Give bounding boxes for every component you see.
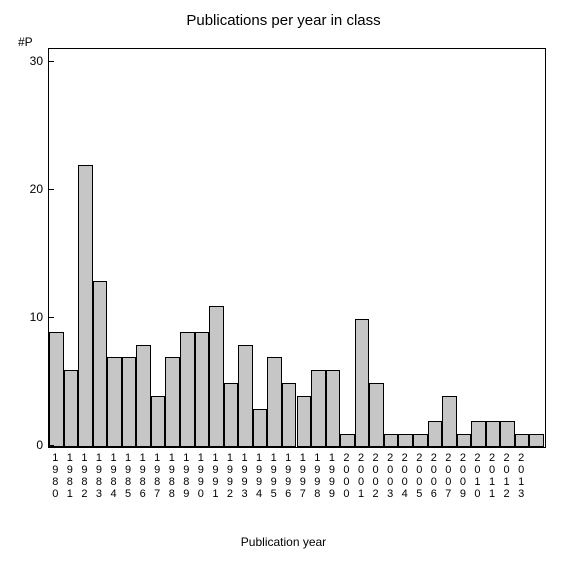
bar [355, 319, 370, 447]
bar [195, 332, 210, 447]
bar [224, 383, 239, 447]
y-tick-mark [48, 445, 54, 447]
bar [515, 434, 530, 447]
x-tick-label: 1987 [151, 452, 163, 500]
bar [471, 421, 486, 447]
bar [64, 370, 79, 447]
bar [340, 434, 355, 447]
x-tick-label: 2001 [355, 452, 367, 500]
x-tick-label: 2009 [457, 452, 469, 500]
y-tick-mark [48, 317, 54, 319]
x-tick-label: 1992 [224, 452, 236, 500]
x-tick-label: 1996 [282, 452, 294, 500]
x-tick-label: 1985 [122, 452, 134, 500]
x-tick-label: 1991 [209, 452, 221, 500]
x-tick-label: 1997 [297, 452, 309, 500]
bar [93, 281, 108, 447]
bar [457, 434, 472, 447]
y-tick-mark [48, 189, 54, 191]
x-axis-label: Publication year [0, 535, 567, 549]
bar [297, 396, 312, 447]
y-axis-label: #P [18, 35, 33, 49]
bar [326, 370, 341, 447]
bar [165, 357, 180, 447]
y-tick-label: 20 [30, 182, 43, 196]
x-tick-label: 1994 [253, 452, 265, 500]
x-tick-label: 2000 [340, 452, 352, 500]
x-tick-label: 2002 [370, 452, 382, 500]
y-tick-label: 10 [30, 310, 43, 324]
x-tick-label: 1982 [78, 452, 90, 500]
bar [49, 332, 64, 447]
x-tick-label: 1998 [311, 452, 323, 500]
bar [253, 409, 268, 447]
y-tick-mark [48, 61, 54, 63]
plot-area [48, 48, 546, 448]
bar [529, 434, 544, 447]
y-tick-label: 30 [30, 54, 43, 68]
bar [398, 434, 413, 447]
bar [107, 357, 122, 447]
x-tick-label: 2011 [486, 452, 498, 500]
x-tick-label: 1999 [326, 452, 338, 500]
x-tick-label: 2003 [384, 452, 396, 500]
bar [486, 421, 501, 447]
x-tick-label: 2010 [471, 452, 483, 500]
x-tick-label: 1981 [64, 452, 76, 500]
x-tick-label: 1993 [239, 452, 251, 500]
bars-group [49, 49, 545, 447]
bar [238, 345, 253, 447]
bar [122, 357, 137, 447]
bar [311, 370, 326, 447]
bar [442, 396, 457, 447]
x-tick-label: 2013 [515, 452, 527, 500]
bar [282, 383, 297, 447]
chart-container: Publications per year in class #P 0 10 20 3… [0, 0, 567, 567]
bar [413, 434, 428, 447]
bar [180, 332, 195, 447]
bar [384, 434, 399, 447]
bar [78, 165, 93, 447]
x-tick-label: 1988 [166, 452, 178, 500]
x-tick-label: 1989 [180, 452, 192, 500]
bar [136, 345, 151, 447]
chart-title: Publications per year in class [0, 12, 567, 29]
x-tick-label: 1995 [268, 452, 280, 500]
x-tick-labels: 1980198119821983198419851986198719881989… [48, 452, 546, 522]
bar [500, 421, 515, 447]
x-tick-label: 1983 [93, 452, 105, 500]
x-tick-label: 1980 [49, 452, 61, 500]
x-tick-label: 2005 [413, 452, 425, 500]
x-tick-label: 2006 [428, 452, 440, 500]
bar [428, 421, 443, 447]
x-tick-label: 1984 [108, 452, 120, 500]
y-tick-label: 0 [36, 438, 43, 452]
bar [267, 357, 282, 447]
bar [209, 306, 224, 447]
x-tick-label: 2007 [442, 452, 454, 500]
bar [369, 383, 384, 447]
x-tick-label: 2004 [399, 452, 411, 500]
x-tick-label: 1986 [137, 452, 149, 500]
x-tick-label: 2012 [501, 452, 513, 500]
x-tick-label: 1990 [195, 452, 207, 500]
bar [151, 396, 166, 447]
